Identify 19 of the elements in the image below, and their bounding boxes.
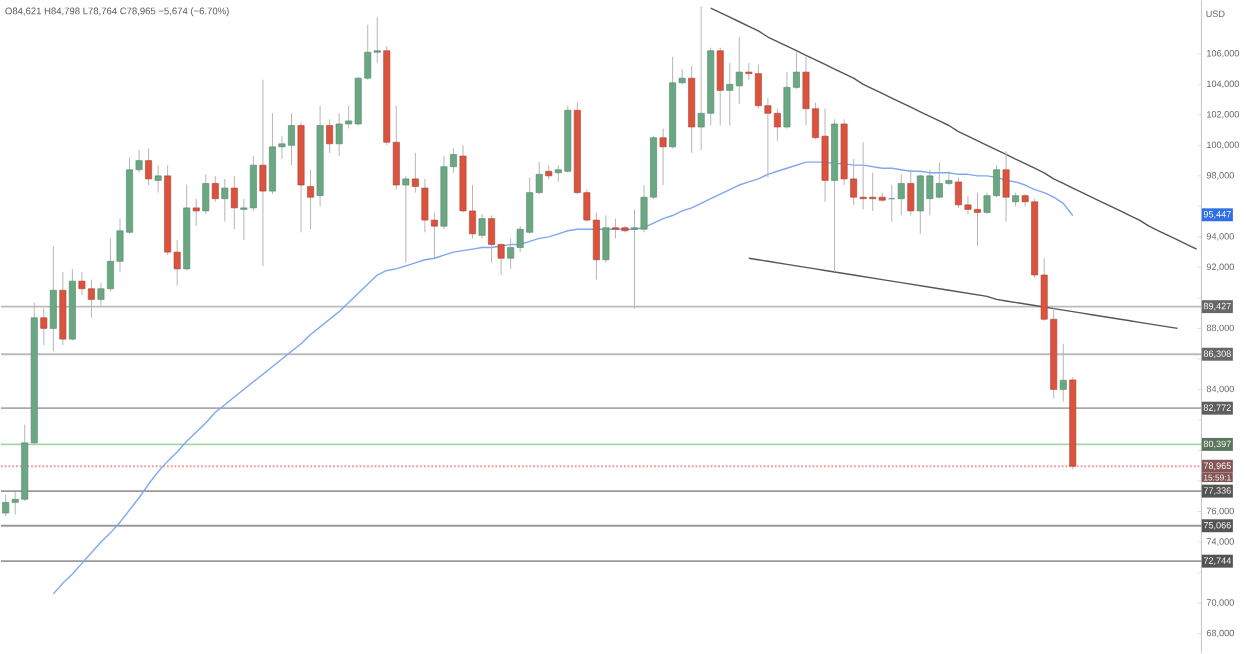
candlestick [326, 118, 334, 154]
candlestick [221, 178, 229, 223]
candlestick [192, 198, 200, 227]
candlestick [897, 173, 905, 217]
candlestick [411, 152, 419, 194]
candlestick [307, 169, 314, 230]
candlestick [602, 215, 610, 264]
candlestick [202, 173, 210, 215]
candlestick [478, 213, 486, 239]
candlestick [259, 79, 267, 267]
candlestick [154, 164, 162, 194]
candlestick [230, 175, 238, 230]
candlestick [402, 175, 410, 264]
candlestick [907, 169, 915, 217]
candlestick [145, 147, 153, 186]
candlestick [1002, 151, 1010, 223]
candlestick [716, 47, 724, 127]
candlestick [211, 175, 219, 203]
candlestick [659, 128, 667, 186]
